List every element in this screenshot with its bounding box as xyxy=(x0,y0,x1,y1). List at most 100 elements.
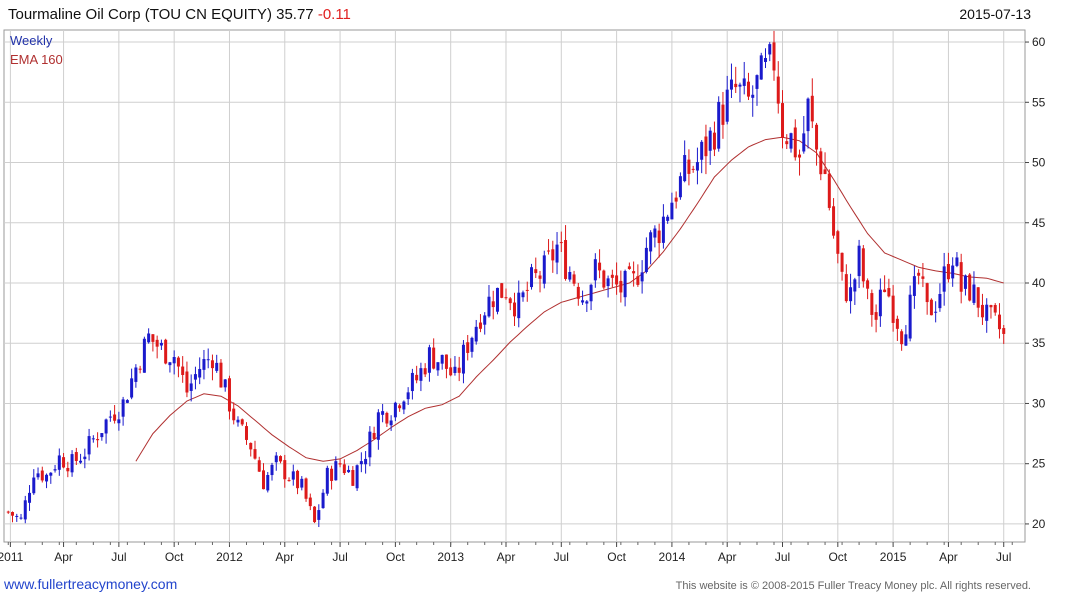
candle-body xyxy=(398,405,402,409)
candle-body xyxy=(342,464,346,474)
candle-body xyxy=(627,266,631,269)
x-tick-label: 2011 xyxy=(0,550,24,564)
candle-body xyxy=(487,296,491,317)
candle-body xyxy=(355,465,359,489)
candle-body xyxy=(853,279,857,292)
candle-body xyxy=(385,412,389,424)
candle-body xyxy=(708,130,712,151)
x-tick-label: Oct xyxy=(386,550,405,564)
candle-body xyxy=(589,284,593,302)
candle-body xyxy=(717,101,721,149)
candle-body xyxy=(491,301,495,308)
candle-body xyxy=(40,470,44,481)
candle-body xyxy=(83,456,87,460)
candle-body xyxy=(585,301,589,304)
candle-body xyxy=(619,280,623,293)
x-tick-label: Apr xyxy=(497,550,516,564)
candle-body xyxy=(793,127,797,158)
x-axis: 2011 Apr Jul Oct 2012 Apr Jul Oct 2013 Apr Jul Oct 2… xyxy=(0,542,1013,564)
candle-body xyxy=(980,304,984,318)
candle-body xyxy=(91,438,95,440)
candle-body xyxy=(325,467,329,494)
candle-body xyxy=(963,275,967,289)
y-tick-label: 35 xyxy=(1032,336,1046,350)
candle-body xyxy=(832,206,836,236)
candle-body xyxy=(785,141,789,145)
candle-body xyxy=(215,362,219,371)
candle-body xyxy=(985,304,989,321)
candle-body xyxy=(972,284,976,303)
y-tick-label: 55 xyxy=(1032,95,1046,109)
candle-body xyxy=(887,288,891,297)
x-tick-label: Apr xyxy=(54,550,73,564)
candle-body xyxy=(23,500,27,520)
candle-body xyxy=(576,286,580,299)
candle-body xyxy=(193,374,197,380)
y-tick-label: 25 xyxy=(1032,457,1046,471)
candle-body xyxy=(636,276,640,285)
candle-body xyxy=(159,342,163,346)
y-tick-label: 30 xyxy=(1032,396,1046,410)
candle-body xyxy=(300,478,304,488)
candle-body xyxy=(134,367,138,382)
candle-body xyxy=(66,467,70,472)
candle-body xyxy=(274,455,278,463)
candle-body xyxy=(742,78,746,86)
candle-body xyxy=(181,366,185,375)
candle-body xyxy=(415,374,419,381)
candle-body xyxy=(704,136,708,157)
candle-body xyxy=(210,360,214,369)
candle-body xyxy=(925,283,929,303)
candle-body xyxy=(653,228,657,238)
x-tick-label: Jul xyxy=(554,550,569,564)
candle-body xyxy=(270,464,274,476)
candle-body xyxy=(359,461,363,465)
candle-body xyxy=(504,297,508,299)
candle-body xyxy=(393,402,397,418)
y-tick-label: 60 xyxy=(1032,35,1046,49)
candle-body xyxy=(997,314,1001,330)
candle-body xyxy=(547,250,551,252)
candle-body xyxy=(555,244,559,263)
site-link[interactable]: www.fullertreacymoney.com xyxy=(4,576,178,592)
candle-body xyxy=(572,274,576,284)
candle-body xyxy=(721,104,725,125)
candle-body xyxy=(338,463,342,465)
candle-body xyxy=(419,368,423,381)
candle-body xyxy=(508,298,512,304)
y-tick-label: 50 xyxy=(1032,156,1046,170)
candle-body xyxy=(606,278,610,287)
candle-body xyxy=(661,216,665,243)
candle-body xyxy=(751,94,755,98)
candle-body xyxy=(108,416,112,418)
candle-body xyxy=(423,368,427,375)
candle-body xyxy=(746,81,750,97)
candle-body xyxy=(368,431,372,458)
x-tick-label: Oct xyxy=(165,550,184,564)
candle-body xyxy=(649,232,653,252)
x-tick-label: Jul xyxy=(996,550,1011,564)
x-tick-label: 2013 xyxy=(437,550,464,564)
security-name: Tourmaline Oil Corp (TOU CN EQUITY) xyxy=(8,6,272,23)
candle-body xyxy=(291,471,295,480)
candle-body xyxy=(823,169,827,175)
candle-body xyxy=(738,84,742,87)
candle-body xyxy=(176,357,180,367)
candle-body xyxy=(381,411,385,415)
candle-body xyxy=(874,312,878,320)
candle-body xyxy=(57,455,61,470)
candle-body xyxy=(100,433,104,438)
y-tick-label: 40 xyxy=(1032,276,1046,290)
candle-body xyxy=(444,354,448,369)
x-tick-label: 2012 xyxy=(216,550,243,564)
candle-body xyxy=(372,432,376,439)
candle-body xyxy=(151,334,155,342)
candle-body xyxy=(938,294,942,309)
candle-body xyxy=(844,274,848,302)
candle-body xyxy=(729,79,733,90)
candle-body xyxy=(870,293,874,315)
candle-body xyxy=(32,477,36,494)
candle-body xyxy=(308,497,312,507)
candle-body xyxy=(781,103,785,138)
